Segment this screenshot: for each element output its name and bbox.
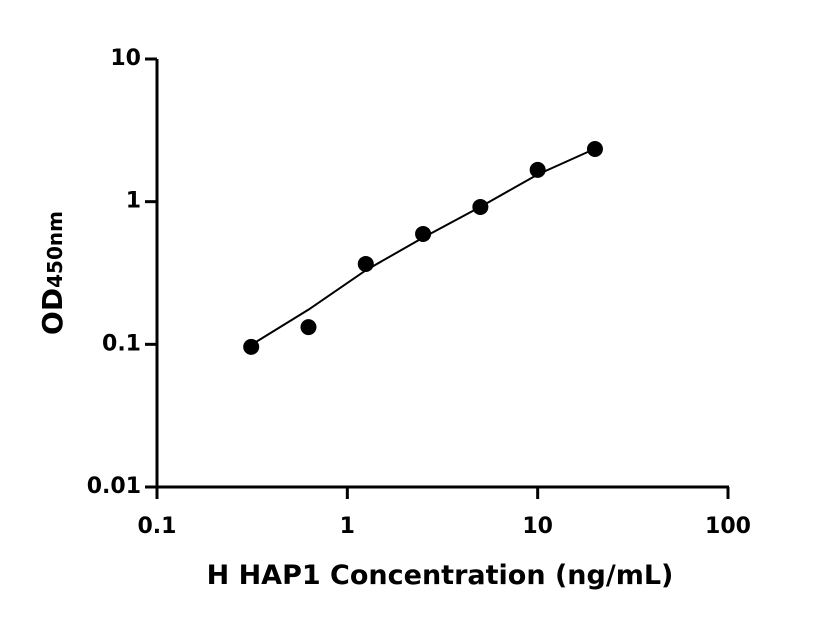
- x-tick-label: 1: [340, 514, 355, 539]
- y-axis-label: OD450nm: [36, 211, 69, 335]
- x-tick-label: 10: [522, 514, 553, 539]
- x-tick-label: 100: [705, 514, 751, 539]
- data-point: [529, 161, 546, 178]
- x-tick-label: 0.1: [138, 514, 177, 539]
- y-tick-label: 0.01: [87, 474, 141, 499]
- y-label-main: OD: [36, 288, 69, 335]
- y-tick-label: 10: [110, 46, 141, 71]
- x-axis-label: H HAP1 Concentration (ng/mL): [207, 560, 674, 591]
- data-point: [300, 319, 317, 336]
- y-tick-label: 1: [126, 189, 141, 214]
- y-label-subscript: 450nm: [43, 211, 67, 288]
- fit-curve: [250, 147, 596, 346]
- data-point: [415, 225, 432, 242]
- y-tick-label: 0.1: [102, 331, 141, 356]
